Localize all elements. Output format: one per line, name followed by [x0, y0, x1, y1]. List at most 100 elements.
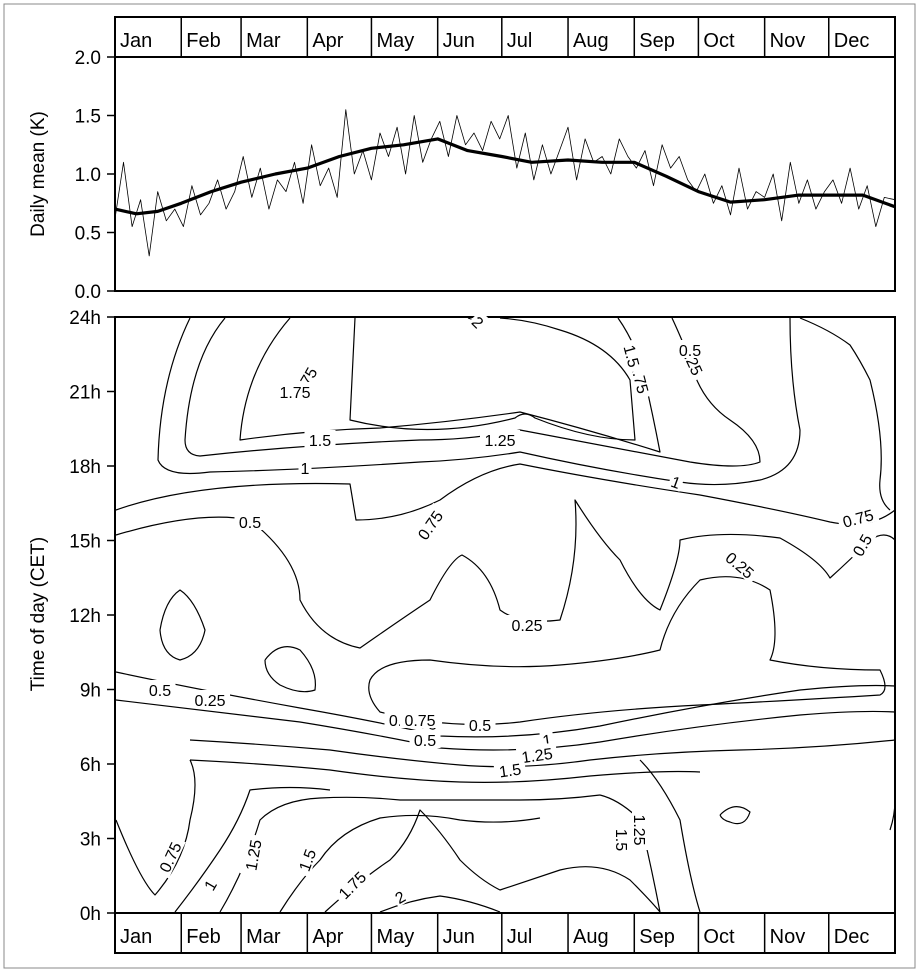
contour-label-group: 0.75: [152, 834, 186, 879]
top-month-label: Oct: [703, 30, 735, 52]
top-month-label: Sep: [639, 30, 675, 52]
contour-label: 1.5: [309, 433, 331, 450]
lower-ytick-label: 24h: [69, 308, 101, 329]
contour-label: 1.5: [498, 762, 522, 782]
contour-label-group: 0.5: [144, 680, 176, 700]
contour-label-group: 0.75: [836, 503, 880, 532]
contour-label: 1.25: [484, 433, 515, 450]
contour-label-bg: [152, 834, 186, 879]
contour-label-bg: [275, 382, 315, 400]
contour-label: 1.25: [243, 838, 265, 872]
bottom-month-label: Jan: [120, 926, 152, 948]
bottom-month-strip: [114, 912, 896, 954]
daily-mean-line: [114, 109, 896, 257]
contour-label: 1.25: [630, 814, 647, 845]
contour-label-group: 0.5: [464, 715, 496, 735]
contour-label: 1.5: [612, 829, 629, 851]
contour-label-bg: [467, 310, 490, 333]
contour-label-bg: [674, 340, 706, 358]
bottom-month-label: Jun: [443, 926, 475, 948]
contour-label: 1.25: [521, 746, 554, 767]
top-month-label: Nov: [770, 30, 806, 52]
contour-label-group: 0.5: [845, 526, 877, 563]
contour-panel: 0h 3h 6h 9h 12h 15h 18h 21h 24h: [28, 308, 896, 925]
lower-ytick-label: 18h: [69, 457, 101, 478]
contour-label-bg: [836, 503, 880, 531]
contour-label-group: 2: [389, 885, 410, 908]
top-month-axis: Jan Feb Mar Apr May Jun Jul Aug Sep Oct Nov Dec: [114, 16, 896, 58]
contour-label-group: 0.25: [507, 615, 547, 635]
contour-label-bg: [234, 512, 266, 530]
upper-ytick-label: 0.0: [75, 282, 101, 303]
upper-ytick-label: 0.5: [75, 224, 101, 245]
contour-label-bg: [389, 885, 410, 908]
contour-label-group: 0.25: [719, 544, 762, 584]
bottom-month-label: May: [376, 926, 414, 948]
contour-label-group: 1.75: [330, 863, 372, 905]
contour-label-bg: [292, 842, 320, 878]
contour-label-group: 0.5: [674, 340, 706, 360]
contour-label-bg: [493, 757, 527, 781]
bottom-month-label: Apr: [312, 926, 343, 948]
upper-ytick-label: 1.0: [75, 165, 101, 186]
top-month-label: Feb: [186, 30, 220, 52]
lower-ytick-label: 12h: [69, 606, 101, 627]
contour-frame: [114, 316, 896, 914]
lower-ytick-label: 6h: [80, 755, 101, 776]
top-month-label: Apr: [312, 30, 343, 52]
contour-label-bg: [298, 458, 312, 476]
contour-label-group: 1.5: [493, 757, 527, 782]
bottom-month-label: Jul: [507, 926, 533, 948]
contour-label-group: 1.5: [612, 824, 632, 856]
contour-label-bg: [507, 615, 547, 633]
lower-ytick-label: 9h: [80, 681, 101, 702]
top-month-label: Jul: [507, 30, 533, 52]
contour-label-bg: [239, 833, 265, 877]
contour-label-bg: [144, 680, 176, 698]
bottom-month-axis: Jan Feb Mar Apr May Jun Jul Aug Sep Oct Nov Dec: [114, 912, 896, 954]
top-month-label: Jan: [120, 30, 152, 52]
contour-label-group: 0.25: [190, 690, 230, 710]
contour-label-group: 1.5: [304, 430, 336, 450]
bottom-month-label: Mar: [246, 926, 281, 948]
contour-ylabel: Time of day (CET): [28, 537, 49, 692]
contour-label-group: 0.5: [409, 730, 441, 750]
contour-label-group: 0.5: [234, 512, 266, 532]
contour-label-bg: [464, 715, 496, 733]
daily-mean-panel: 0.0 0.5 1.0 1.5 2.0 Daily mean (K): [28, 48, 896, 303]
contour-label: 0.5: [414, 733, 436, 750]
contour-label: 1.75: [279, 385, 310, 402]
top-month-label: May: [376, 30, 414, 52]
contour-label-bg: [198, 874, 221, 895]
contour-label: 0.5: [149, 683, 171, 700]
bottom-month-label: Feb: [186, 926, 220, 948]
upper-ytick-label: 2.0: [75, 48, 101, 69]
lower-ytick-label: 0h: [80, 904, 101, 925]
contour-label-group: 1: [298, 458, 312, 478]
contour-label-bg: [410, 502, 449, 546]
bottom-month-label: Aug: [573, 926, 609, 948]
contour-label-group: 2: [467, 310, 490, 333]
contour-label: 1.5: [297, 847, 321, 874]
contour-label: 1: [301, 461, 310, 478]
lower-ytick-label: 3h: [80, 830, 101, 851]
top-month-label: Dec: [834, 30, 870, 52]
contour-label: 1.5: [619, 343, 641, 369]
contour-label-bg: [330, 863, 372, 905]
contour-label: 1: [542, 732, 553, 750]
contour-label-bg: [632, 810, 650, 850]
contour-label-bg: [667, 470, 686, 492]
contour-label: 0.5: [469, 718, 491, 735]
top-month-label: Jun: [443, 30, 475, 52]
contour-label-group: 1.25: [239, 833, 266, 877]
daily-mean-frame: [114, 56, 896, 292]
bottom-month-label: Dec: [834, 926, 870, 948]
contour-label-group: 1.25: [480, 430, 520, 450]
bottom-month-label: Oct: [703, 926, 735, 948]
top-month-label: Aug: [573, 30, 609, 52]
contour-label-bg: [400, 710, 440, 728]
contour-label-group: 1.5: [292, 842, 321, 878]
upper-ytick-label: 1.5: [75, 107, 101, 128]
contour-label-group: 1.25: [515, 742, 558, 767]
